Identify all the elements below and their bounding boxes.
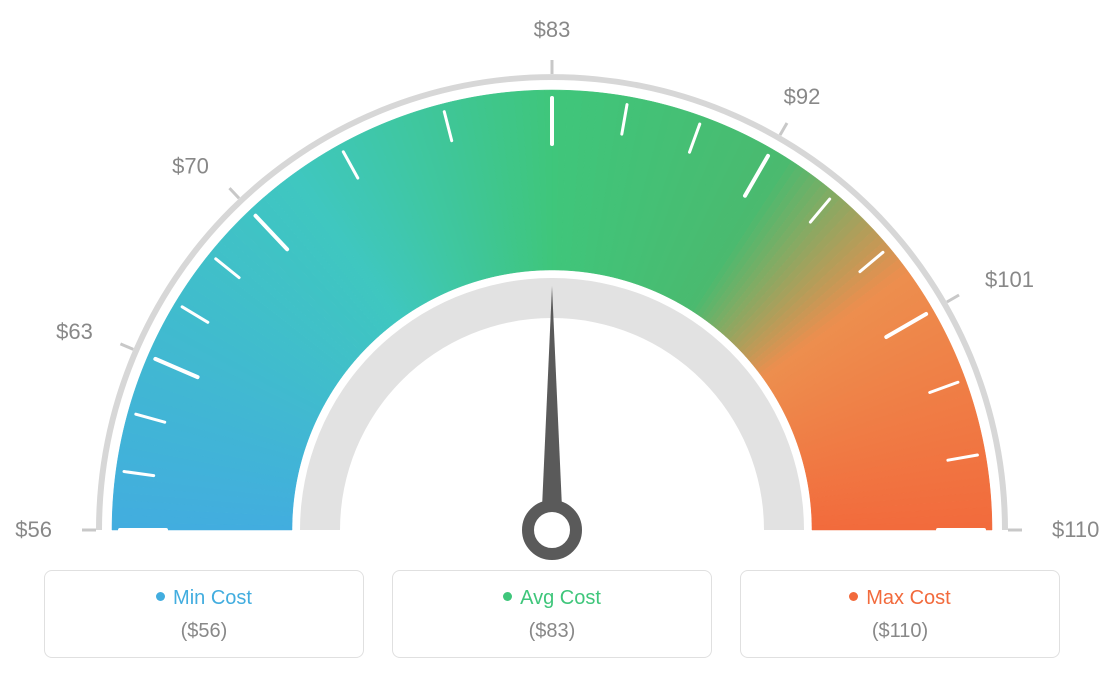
legend-box-avg: Avg Cost ($83) [392,570,712,658]
gauge-tick-label: $83 [534,17,571,42]
legend-value-avg: ($83) [393,620,711,643]
gauge-needle [541,286,563,530]
legend-dot-max [849,592,858,601]
legend-label-min: Min Cost [173,587,252,609]
gauge-tick-label: $70 [172,153,209,178]
legend-title-min: Min Cost [45,587,363,610]
legend-box-max: Max Cost ($110) [740,570,1060,658]
gauge-tick-label: $101 [985,267,1034,292]
cost-gauge-chart: $56 $63 $70 $83 $92 $101 $110 [0,0,1104,560]
legend-title-avg: Avg Cost [393,587,711,610]
gauge-tick-label: $56 [15,517,52,542]
legend-label-avg: Avg Cost [520,587,601,609]
legend-title-max: Max Cost [741,587,1059,610]
legend-value-max: ($110) [741,620,1059,643]
gauge-tick-label: $92 [784,84,821,109]
gauge-hub [528,506,576,554]
gauge-tick-label: $110 [1052,517,1099,542]
legend-dot-min [156,592,165,601]
legend-value-min: ($56) [45,620,363,643]
legend-box-min: Min Cost ($56) [44,570,364,658]
gauge-container: $56 $63 $70 $83 $92 $101 $110 [0,0,1104,560]
gauge-tick-label: $63 [56,319,93,344]
legend-dot-avg [503,592,512,601]
legend: Min Cost ($56) Avg Cost ($83) Max Cost (… [0,570,1104,658]
legend-label-max: Max Cost [866,587,950,609]
